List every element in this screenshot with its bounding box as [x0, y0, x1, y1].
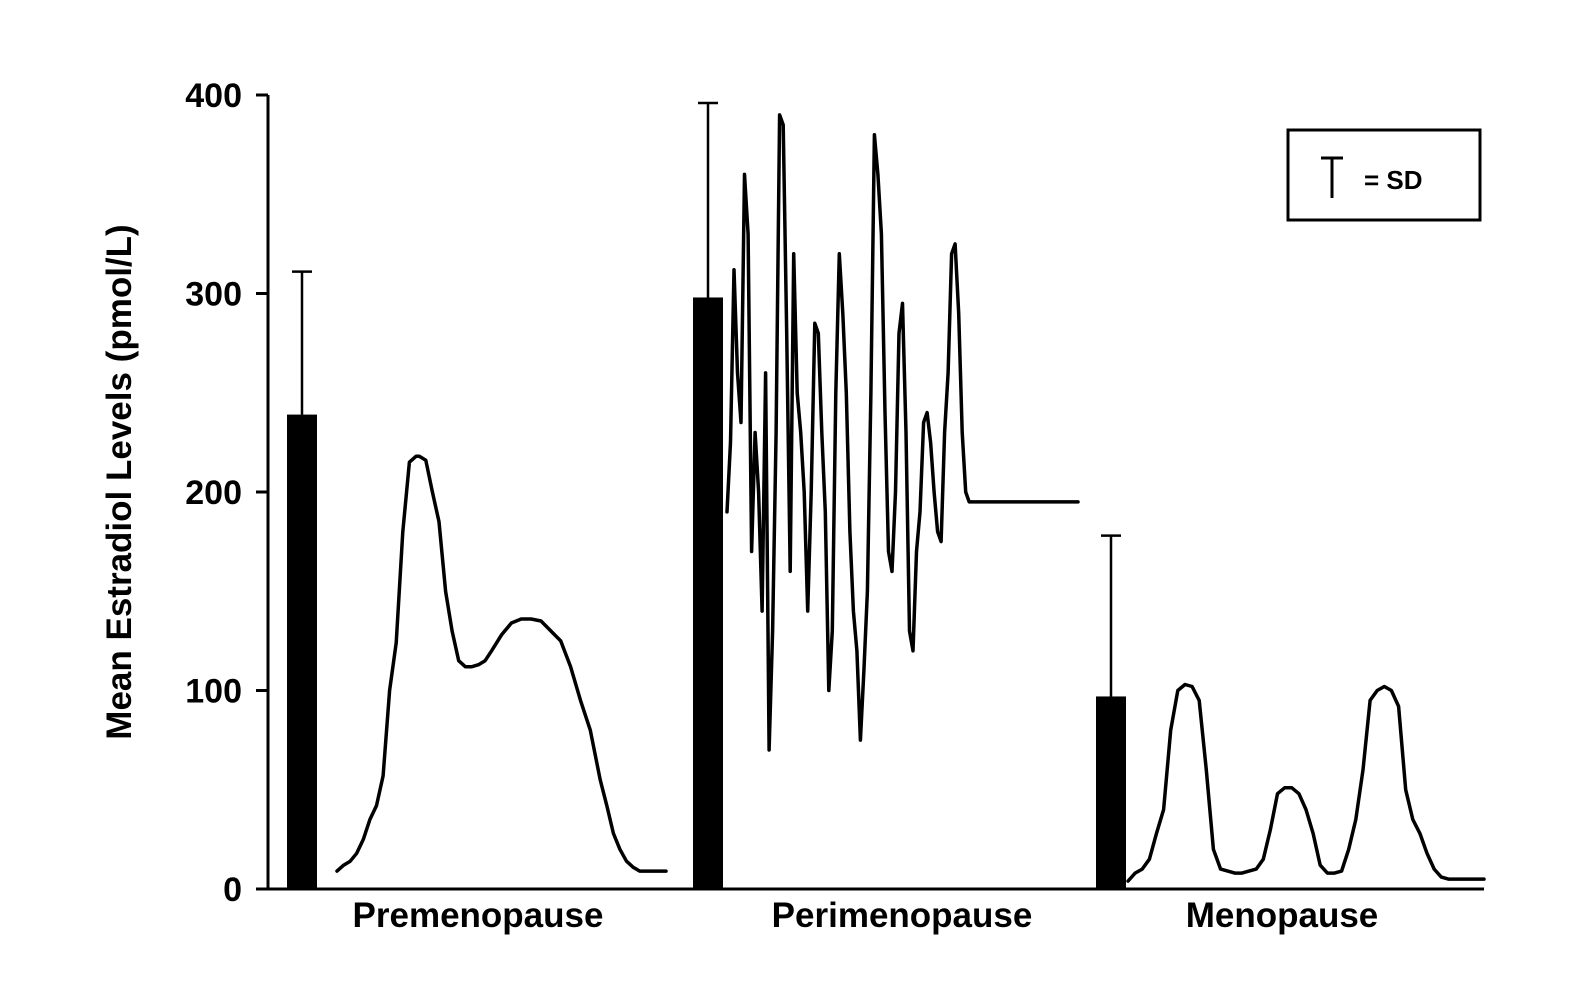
category-label: Perimenopause — [772, 896, 1033, 935]
y-tick-label: 400 — [185, 77, 242, 115]
profile-line — [1126, 682, 1486, 883]
bar — [1096, 696, 1126, 889]
y-tick-label: 200 — [185, 474, 242, 512]
category-label: Menopause — [1186, 896, 1379, 935]
axes-layer — [256, 93, 1484, 891]
profile-line — [725, 113, 1080, 752]
y-tick-label: 0 — [223, 871, 242, 909]
y-tick-label: 300 — [185, 276, 242, 314]
bar — [693, 297, 723, 890]
legend-label: = SD — [1364, 165, 1423, 195]
category-label: Premenopause — [353, 896, 604, 935]
marks-layer — [287, 101, 1486, 890]
labels-layer: 0 100 200 300 400 Premenopause Perimenopause Me… — [185, 77, 1378, 935]
legend-frame — [1286, 128, 1482, 222]
bar — [287, 414, 317, 889]
y-axis-title: Mean Estradiol Levels (pmol/L) — [100, 224, 139, 739]
error-bar-icon — [1321, 156, 1343, 198]
y-tick-label: 100 — [185, 673, 242, 711]
legend-box: = SD — [1286, 128, 1482, 222]
profile-line — [335, 454, 668, 873]
